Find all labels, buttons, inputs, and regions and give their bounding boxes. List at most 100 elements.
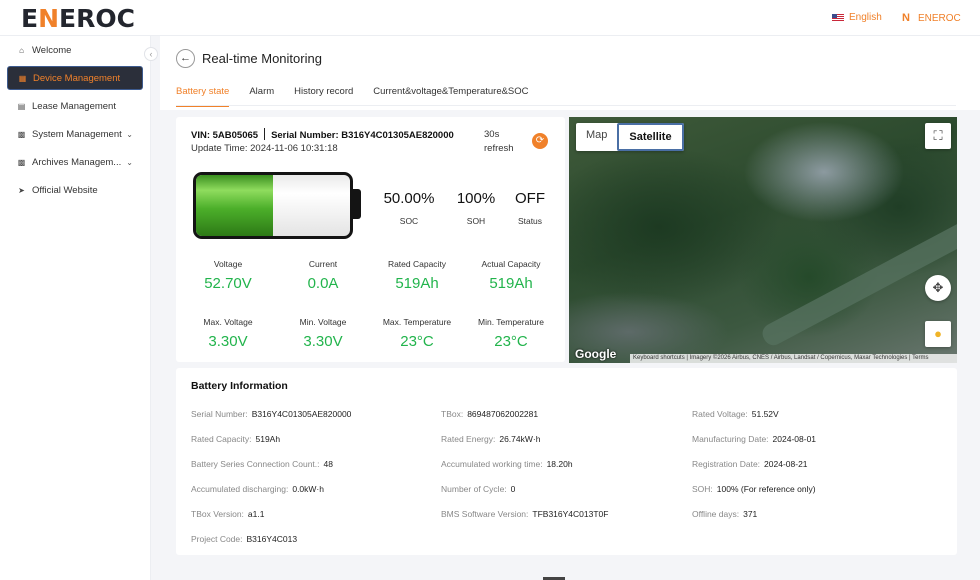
info-bms-software-version: BMS Software Version: TFB316Y4C013T0F: [441, 509, 608, 519]
tab-history-record[interactable]: History record: [294, 86, 354, 97]
arrow-left-icon: ←: [180, 52, 191, 64]
info-key: TBox:: [441, 409, 464, 419]
info-value: a1.1: [247, 509, 265, 519]
tab-alarm[interactable]: Alarm: [249, 86, 275, 97]
refresh-interval-label: refresh: [484, 143, 514, 154]
scroll-indicator[interactable]: [543, 577, 565, 580]
metric-label: Actual Capacity: [481, 259, 541, 269]
info-rated-capacity: Rated Capacity: 519Ah: [191, 434, 280, 444]
metric-value: 3.30V: [208, 333, 248, 350]
info-key: SOH:: [692, 484, 713, 494]
chevron-down-icon: ⌄: [126, 157, 133, 167]
vertical-divider: [264, 128, 266, 140]
metric-label: Max. Voltage: [203, 317, 253, 327]
info-registration-date: Registration Date: 2024-08-21: [692, 459, 808, 469]
street-view-pegman[interactable]: ●: [925, 321, 951, 347]
user-brand-menu[interactable]: N ENEROC: [902, 12, 961, 24]
sidebar-item-lease-management[interactable]: ▤ Lease Management: [7, 94, 143, 118]
status-label: Status: [517, 216, 543, 226]
send-icon: ➤: [18, 185, 25, 195]
info-key: Battery Series Connection Count.:: [191, 459, 320, 469]
info-number-of-cycle: Number of Cycle: 0: [441, 484, 515, 494]
info-value: 2024-08-21: [764, 459, 808, 469]
update-time: Update Time: 2024-11-06 10:31:18: [191, 143, 338, 154]
metric-label: Max. Temperature: [382, 317, 452, 327]
fullscreen-button[interactable]: ⛶: [925, 123, 951, 149]
metric-value: 23°C: [494, 333, 528, 350]
info-key: Accumulated discharging:: [191, 484, 289, 494]
metric-value: 0.0A: [307, 275, 339, 292]
archive-icon: ▩: [17, 157, 26, 167]
refresh-button[interactable]: ⟳: [532, 133, 548, 149]
sidebar-item-label: Welcome: [32, 44, 72, 56]
info-series-connection-count: Battery Series Connection Count.: 48: [191, 459, 333, 469]
info-soh: SOH: 100% (For reference only): [692, 484, 816, 494]
map-type-map-button[interactable]: Map: [586, 129, 608, 141]
sidebar-item-archives-management[interactable]: ▩ Archives Managem... ⌄: [7, 150, 143, 174]
tab-divider: [176, 105, 956, 106]
info-key: Registration Date:: [692, 459, 761, 469]
info-serial-number: Serial Number: B316Y4C01305AE820000: [191, 409, 351, 419]
info-accumulated-discharging: Accumulated discharging: 0.0kW·h: [191, 484, 324, 494]
eneroc-logo[interactable]: ENEROC: [21, 4, 135, 33]
metric-rated-capacity: Rated Capacity 519Ah: [370, 259, 464, 292]
sidebar: [0, 36, 151, 580]
metric-min-temperature: Min. Temperature 23°C: [464, 317, 558, 350]
sidebar-item-label: System Management: [32, 128, 122, 140]
info-key: Rated Voltage:: [692, 409, 748, 419]
info-key: TBox Version:: [191, 509, 244, 519]
refresh-interval-value: 30s: [484, 129, 500, 140]
vin-serial-line: VIN: 5AB05065 Serial Number: B316Y4C01305…: [191, 128, 454, 141]
metric-max-temperature: Max. Temperature 23°C: [370, 317, 464, 350]
language-switcher[interactable]: English: [832, 12, 882, 23]
chevron-down-icon: ⌄: [126, 129, 133, 139]
info-value: 100% (For reference only): [716, 484, 816, 494]
info-manufacturing-date: Manufacturing Date: 2024-08-01: [692, 434, 816, 444]
info-tbox-version: TBox Version: a1.1: [191, 509, 264, 519]
map-type-satellite-button[interactable]: Satellite: [617, 123, 684, 151]
chevron-left-icon: ‹: [149, 49, 153, 59]
google-logo: Google: [575, 347, 617, 361]
page-header: [160, 36, 980, 110]
info-key: Serial Number:: [191, 409, 248, 419]
sidebar-item-official-website[interactable]: ➤ Official Website: [7, 178, 143, 202]
info-key: Project Code:: [191, 534, 243, 544]
map-attribution[interactable]: Keyboard shortcuts | Imagery ©2026 Airbu…: [630, 354, 957, 363]
tab-current-voltage-temperature-soc[interactable]: Current&voltage&Temperature&SOC: [373, 86, 529, 97]
system-icon: ▩: [17, 129, 26, 139]
back-button[interactable]: ←: [176, 49, 195, 68]
info-tbox: TBox: 869487062002281: [441, 409, 538, 419]
vin-value: VIN: 5AB05065: [191, 130, 259, 141]
info-key: Rated Capacity:: [191, 434, 252, 444]
language-label: English: [849, 12, 882, 23]
info-accumulated-working-time: Accumulated working time: 18.20h: [441, 459, 573, 469]
satellite-map[interactable]: [569, 117, 957, 363]
info-key: Number of Cycle:: [441, 484, 507, 494]
info-key: Accumulated working time:: [441, 459, 543, 469]
tab-bar: Battery state Alarm History record Curre…: [176, 86, 549, 107]
metric-value: 3.30V: [303, 333, 343, 350]
info-rated-energy: Rated Energy: 26.74kW·h: [441, 434, 540, 444]
info-key: Offline days:: [692, 509, 740, 519]
brand-name: ENEROC: [917, 12, 961, 24]
refresh-interval: 30s refresh: [484, 128, 514, 156]
sidebar-item-label: Lease Management: [32, 100, 116, 112]
tab-battery-state[interactable]: Battery state: [176, 86, 230, 107]
soc-value: 50.00%: [383, 190, 435, 207]
sidebar-item-welcome[interactable]: ⌂ Welcome: [7, 38, 143, 62]
info-value: 0: [510, 484, 516, 494]
lease-icon: ▤: [17, 101, 26, 111]
eneroc-brand-icon: N: [902, 12, 910, 24]
sidebar-item-device-management[interactable]: ▦ Device Management: [7, 66, 143, 90]
metric-value: 519Ah: [395, 275, 439, 292]
info-value: B316Y4C01305AE820000: [251, 409, 352, 419]
info-value: 0.0kW·h: [292, 484, 324, 494]
sidebar-collapse-button[interactable]: ‹: [144, 47, 158, 61]
info-project-code: Project Code: B316Y4C013: [191, 534, 297, 544]
metric-label: Min. Voltage: [299, 317, 347, 327]
sidebar-item-system-management[interactable]: ▩ System Management ⌄: [7, 122, 143, 146]
map-pan-control[interactable]: ✥: [925, 275, 951, 301]
battery-information-card: [176, 368, 957, 555]
status-stat: OFF Status: [506, 190, 554, 226]
metric-min-voltage: Min. Voltage 3.30V: [276, 317, 370, 350]
